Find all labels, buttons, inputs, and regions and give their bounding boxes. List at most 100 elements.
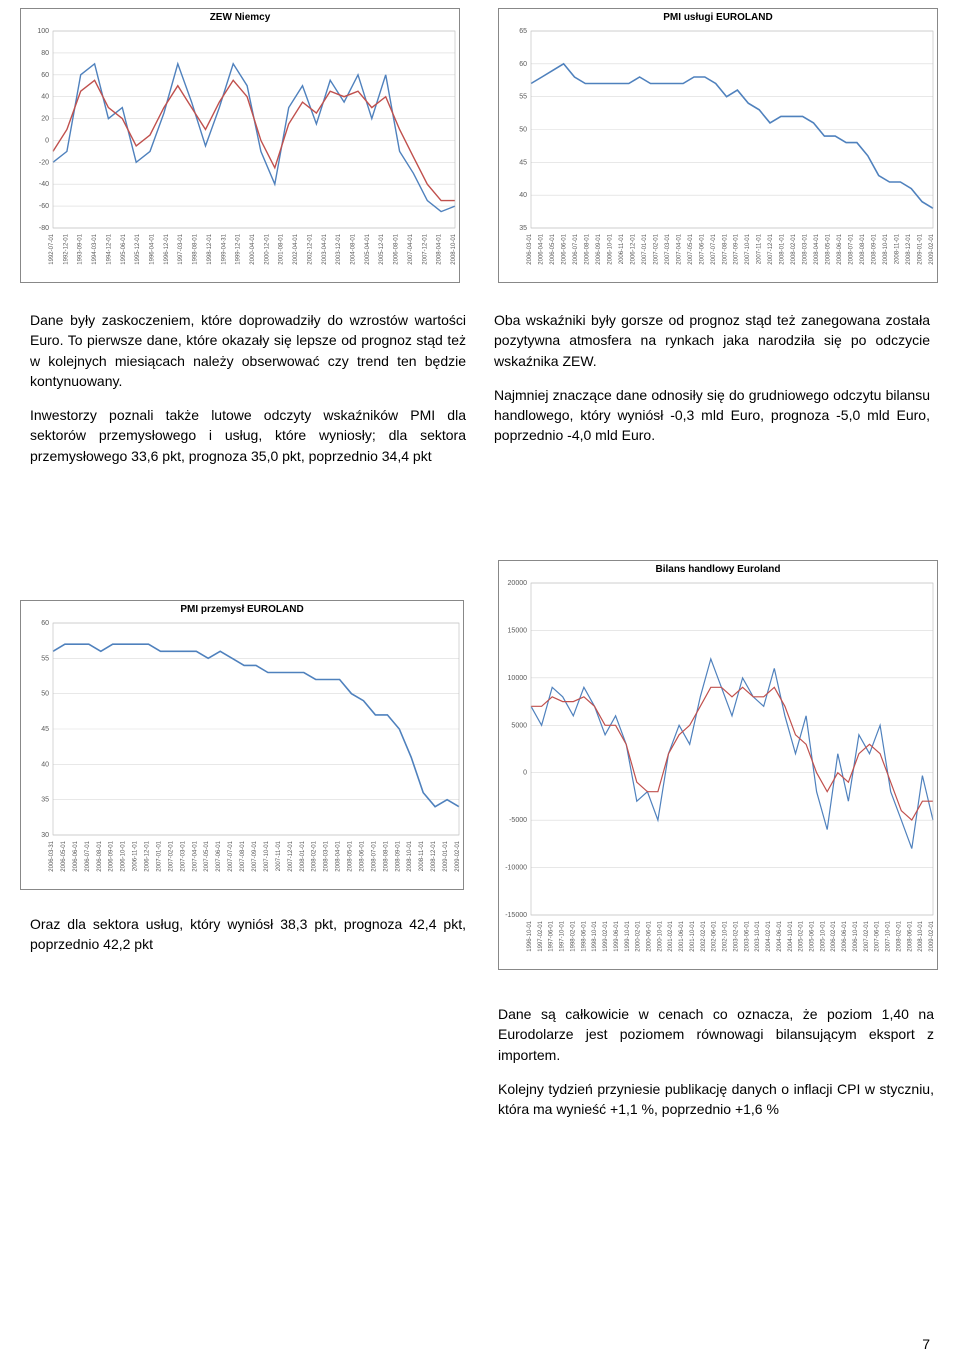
svg-text:2008-11-01: 2008-11-01 xyxy=(895,233,901,264)
svg-text:2006-04-01: 2006-04-01 xyxy=(538,233,544,264)
svg-text:2008-05-01: 2008-05-01 xyxy=(826,233,832,264)
svg-text:1993-09-01: 1993-09-01 xyxy=(78,233,84,264)
svg-text:-80: -80 xyxy=(39,225,49,232)
svg-text:2007-01-01: 2007-01-01 xyxy=(642,233,648,264)
paragraph-7: Kolejny tydzień przyniesie publikację da… xyxy=(498,1079,934,1120)
svg-text:2000-10-01: 2000-10-01 xyxy=(657,920,663,951)
chart-bilans-svg: -15000-10000-500005000100001500020000199… xyxy=(499,579,939,969)
svg-text:45: 45 xyxy=(519,159,527,166)
svg-text:2007-02-01: 2007-02-01 xyxy=(168,840,174,871)
svg-text:2008-06-01: 2008-06-01 xyxy=(359,840,365,871)
svg-text:1999-04-31: 1999-04-31 xyxy=(221,233,227,264)
svg-text:2009-02-01: 2009-02-01 xyxy=(455,840,461,871)
svg-text:2007-04-01: 2007-04-01 xyxy=(408,233,414,264)
svg-text:2006-05-01: 2006-05-01 xyxy=(61,840,67,871)
svg-text:2008-04-01: 2008-04-01 xyxy=(437,233,443,264)
svg-text:2003-02-01: 2003-02-01 xyxy=(733,920,739,951)
svg-text:2008-08-01: 2008-08-01 xyxy=(383,840,389,871)
chart-bilans: Bilans handlowy Euroland -15000-10000-50… xyxy=(498,560,938,970)
svg-text:2008-04-01: 2008-04-01 xyxy=(814,233,820,264)
svg-text:2007-12-01: 2007-12-01 xyxy=(422,233,428,264)
svg-text:2007-10-01: 2007-10-01 xyxy=(745,233,751,264)
svg-text:35: 35 xyxy=(519,225,527,232)
svg-text:2008-01-01: 2008-01-01 xyxy=(780,233,786,264)
svg-text:2007-05-01: 2007-05-01 xyxy=(204,840,210,871)
svg-text:1999-12-01: 1999-12-01 xyxy=(236,233,242,264)
chart-pmi-uslugi-title: PMI usługi EUROLAND xyxy=(499,12,937,23)
svg-text:2007-10-01: 2007-10-01 xyxy=(886,920,892,951)
svg-text:2000-02-01: 2000-02-01 xyxy=(636,920,642,951)
svg-text:2009-02-01: 2009-02-01 xyxy=(929,920,935,951)
svg-text:2002-10-01: 2002-10-01 xyxy=(723,920,729,951)
col-right-bottom: Dane są całkowicie w cenach co oznacza, … xyxy=(498,1004,934,1119)
chart-pmi-uslugi: PMI usługi EUROLAND 354045505560652006-0… xyxy=(498,8,938,283)
svg-text:2008-03-01: 2008-03-01 xyxy=(324,840,330,871)
svg-text:55: 55 xyxy=(41,655,49,662)
paragraph-2: Inwestorzy poznali także lutowe odczyty … xyxy=(30,405,466,466)
svg-text:-20: -20 xyxy=(39,159,49,166)
svg-text:1999-10-01: 1999-10-01 xyxy=(625,920,631,951)
chart-zew-title: ZEW Niemcy xyxy=(21,12,459,23)
svg-text:2008-05-01: 2008-05-01 xyxy=(348,840,354,871)
svg-text:10000: 10000 xyxy=(508,675,528,682)
svg-text:1998-02-01: 1998-02-01 xyxy=(570,920,576,951)
svg-text:2006-07-01: 2006-07-01 xyxy=(573,233,579,264)
svg-text:1998-06-01: 1998-06-01 xyxy=(581,920,587,951)
svg-text:1998-12-01: 1998-12-01 xyxy=(207,233,213,264)
svg-text:2006-06-01: 2006-06-01 xyxy=(561,233,567,264)
svg-text:45: 45 xyxy=(41,726,49,733)
svg-text:2001-06-01: 2001-06-01 xyxy=(679,920,685,951)
svg-text:1994-03-01: 1994-03-01 xyxy=(92,233,98,264)
col-left-top: Dane były zaskoczeniem, które doprowadzi… xyxy=(30,310,466,480)
svg-text:2007-05-01: 2007-05-01 xyxy=(688,233,694,264)
svg-text:20: 20 xyxy=(41,116,49,123)
svg-text:2008-06-01: 2008-06-01 xyxy=(907,920,913,951)
svg-text:2009-01-01: 2009-01-01 xyxy=(443,840,449,871)
svg-text:1992-07-01: 1992-07-01 xyxy=(49,233,55,264)
svg-text:2007-03-01: 2007-03-01 xyxy=(665,233,671,264)
svg-text:60: 60 xyxy=(41,620,49,627)
svg-text:2000-06-01: 2000-06-01 xyxy=(647,920,653,951)
svg-text:1995-06-01: 1995-06-01 xyxy=(121,233,127,264)
col-right-top: Oba wskaźniki były gorsze od prognoz stą… xyxy=(494,310,930,480)
svg-text:1997-03-01: 1997-03-01 xyxy=(178,233,184,264)
svg-text:40: 40 xyxy=(41,761,49,768)
svg-text:60: 60 xyxy=(519,61,527,68)
svg-text:2006-09-01: 2006-09-01 xyxy=(596,233,602,264)
svg-text:2006-11-01: 2006-11-01 xyxy=(619,233,625,264)
svg-text:35: 35 xyxy=(41,797,49,804)
svg-text:2005-02-01: 2005-02-01 xyxy=(799,920,805,951)
chart-pmi-przemysl: PMI przemysł EUROLAND 303540455055602006… xyxy=(20,600,464,890)
svg-text:40: 40 xyxy=(41,94,49,101)
chart-zew-svg: -80-60-40-200204060801001992-07-011992-1… xyxy=(21,27,461,282)
svg-text:2007-07-01: 2007-07-01 xyxy=(711,233,717,264)
paragraph-3: Oraz dla sektora usług, który wyniósł 38… xyxy=(30,914,466,955)
svg-text:80: 80 xyxy=(41,50,49,57)
svg-text:2008-09-01: 2008-09-01 xyxy=(872,233,878,264)
svg-text:1998-08-01: 1998-08-01 xyxy=(193,233,199,264)
svg-text:2006-06-01: 2006-06-01 xyxy=(73,840,79,871)
svg-text:1998-10-01: 1998-10-01 xyxy=(592,920,598,951)
svg-text:2008-02-01: 2008-02-01 xyxy=(791,233,797,264)
svg-text:2004-02-01: 2004-02-01 xyxy=(766,920,772,951)
svg-text:2007-07-01: 2007-07-01 xyxy=(228,840,234,871)
svg-text:60: 60 xyxy=(41,72,49,79)
chart-pmi-uslugi-svg: 354045505560652006-03-012006-04-012006-0… xyxy=(499,27,939,282)
svg-text:65: 65 xyxy=(519,28,527,35)
svg-text:2007-09-01: 2007-09-01 xyxy=(252,840,258,871)
svg-text:2001-08-01: 2001-08-01 xyxy=(279,233,285,264)
svg-text:40: 40 xyxy=(519,192,527,199)
svg-text:1999-06-01: 1999-06-01 xyxy=(614,920,620,951)
svg-text:2001-02-01: 2001-02-01 xyxy=(668,920,674,951)
chart-pmi-przemysl-title: PMI przemysł EUROLAND xyxy=(21,604,463,615)
svg-text:50: 50 xyxy=(519,127,527,134)
svg-text:2006-03-31: 2006-03-31 xyxy=(49,840,55,871)
svg-text:2004-08-01: 2004-08-01 xyxy=(351,233,357,264)
svg-text:2007-04-01: 2007-04-01 xyxy=(676,233,682,264)
svg-text:2006-02-01: 2006-02-01 xyxy=(831,920,837,951)
body-text-top: Dane były zaskoczeniem, które doprowadzi… xyxy=(30,310,930,480)
svg-text:1997-06-01: 1997-06-01 xyxy=(549,920,555,951)
svg-text:1996-12-01: 1996-12-01 xyxy=(164,233,170,264)
svg-text:2007-04-01: 2007-04-01 xyxy=(192,840,198,871)
svg-text:0: 0 xyxy=(45,137,49,144)
